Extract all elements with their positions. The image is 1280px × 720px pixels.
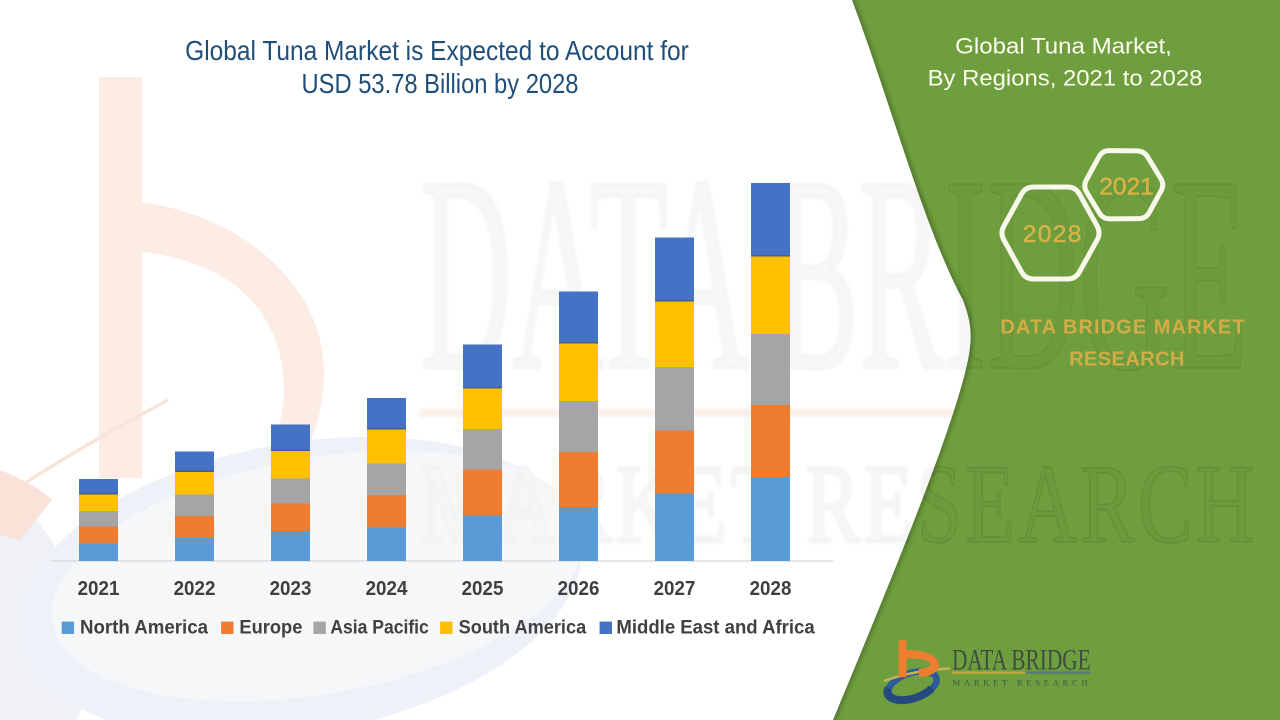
- svg-text:USD 53.78 Billion by 2028: USD 53.78 Billion by 2028: [302, 69, 579, 99]
- svg-text:2024: 2024: [366, 577, 408, 600]
- svg-text:By Regions, 2021 to 2028: By Regions, 2021 to 2028: [928, 65, 1203, 90]
- svg-text:2025: 2025: [462, 577, 504, 600]
- svg-text:2021: 2021: [78, 577, 120, 600]
- svg-text:2023: 2023: [270, 577, 312, 600]
- svg-text:2021: 2021: [1099, 174, 1154, 201]
- svg-text:DATA BRIDGE MARKET: DATA BRIDGE MARKET: [1000, 317, 1245, 339]
- svg-text:2027: 2027: [654, 577, 696, 600]
- svg-text:South America: South America: [459, 617, 587, 639]
- svg-text:DATA BRIDGE: DATA BRIDGE: [952, 643, 1091, 676]
- svg-text:Asia Pacific: Asia Pacific: [330, 617, 429, 639]
- svg-text:2026: 2026: [558, 577, 600, 600]
- svg-text:North America: North America: [80, 617, 208, 639]
- svg-text:Global Tuna Market is Expected: Global Tuna Market is Expected to Accoun…: [185, 34, 689, 66]
- svg-text:2022: 2022: [174, 577, 216, 600]
- svg-text:Europe: Europe: [239, 617, 302, 639]
- svg-text:2028: 2028: [750, 577, 792, 600]
- svg-text:2028: 2028: [1023, 221, 1083, 248]
- svg-text:RESEARCH: RESEARCH: [1069, 349, 1185, 371]
- svg-text:MARKET RESEARCH: MARKET RESEARCH: [953, 678, 1091, 688]
- svg-text:Middle East and Africa: Middle East and Africa: [616, 617, 814, 639]
- svg-text:Global Tuna Market,: Global Tuna Market,: [955, 33, 1172, 58]
